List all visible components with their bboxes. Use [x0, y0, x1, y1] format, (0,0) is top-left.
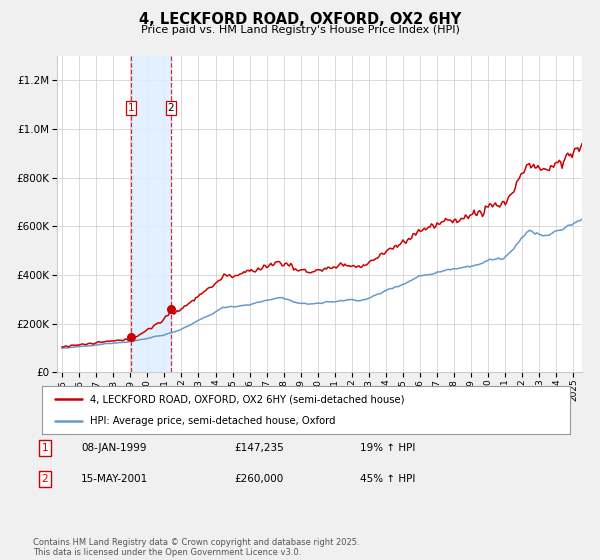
Text: 1: 1 [41, 443, 49, 453]
Bar [131, 56, 170, 372]
Text: 4, LECKFORD ROAD, OXFORD, OX2 6HY: 4, LECKFORD ROAD, OXFORD, OX2 6HY [139, 12, 461, 27]
Text: 2: 2 [41, 474, 49, 484]
Text: 2: 2 [167, 103, 174, 113]
Text: 08-JAN-1999: 08-JAN-1999 [81, 443, 146, 453]
Text: HPI: Average price, semi-detached house, Oxford: HPI: Average price, semi-detached house,… [89, 416, 335, 426]
Text: Price paid vs. HM Land Registry's House Price Index (HPI): Price paid vs. HM Land Registry's House … [140, 25, 460, 35]
Text: 45% ↑ HPI: 45% ↑ HPI [360, 474, 415, 484]
Text: 15-MAY-2001: 15-MAY-2001 [81, 474, 148, 484]
Text: £147,235: £147,235 [234, 443, 284, 453]
Text: £260,000: £260,000 [234, 474, 283, 484]
Text: 1: 1 [127, 103, 134, 113]
Text: Contains HM Land Registry data © Crown copyright and database right 2025.
This d: Contains HM Land Registry data © Crown c… [33, 538, 359, 557]
Text: 19% ↑ HPI: 19% ↑ HPI [360, 443, 415, 453]
Text: 4, LECKFORD ROAD, OXFORD, OX2 6HY (semi-detached house): 4, LECKFORD ROAD, OXFORD, OX2 6HY (semi-… [89, 394, 404, 404]
